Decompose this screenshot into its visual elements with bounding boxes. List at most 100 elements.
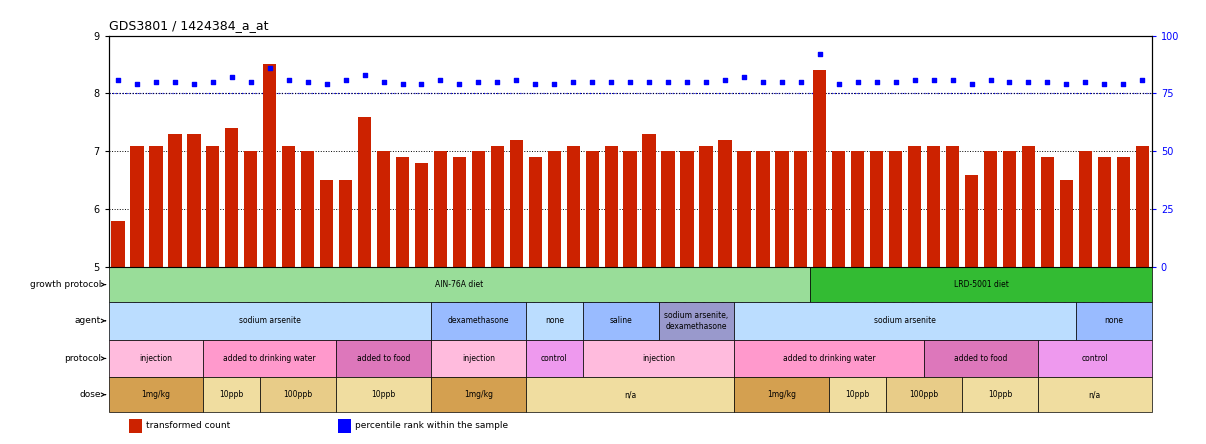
Text: injection: injection: [140, 354, 172, 363]
Point: [431, 76, 450, 83]
Bar: [169, 134, 182, 267]
Text: 100ppb: 100ppb: [909, 390, 938, 399]
Bar: [886, 377, 962, 412]
Point: [1132, 76, 1152, 83]
Point: [279, 76, 298, 83]
Bar: [129, 419, 142, 433]
Bar: [109, 267, 810, 302]
Text: 1mg/kg: 1mg/kg: [767, 390, 796, 399]
Point: [582, 78, 602, 85]
Point: [904, 76, 924, 83]
Bar: [1041, 157, 1054, 267]
Text: none: none: [545, 316, 563, 325]
Bar: [431, 302, 526, 340]
Point: [848, 78, 867, 85]
Bar: [377, 151, 391, 267]
Text: added to drinking water: added to drinking water: [223, 354, 316, 363]
Point: [620, 78, 639, 85]
Bar: [1060, 180, 1073, 267]
Bar: [1078, 151, 1091, 267]
Bar: [813, 70, 826, 267]
Text: sodium arsenite,
dexamethasone: sodium arsenite, dexamethasone: [665, 311, 728, 330]
Point: [203, 78, 222, 85]
Text: 10ppb: 10ppb: [371, 390, 396, 399]
Point: [222, 74, 241, 81]
Bar: [431, 340, 526, 377]
Point: [1037, 78, 1056, 85]
Text: 1mg/kg: 1mg/kg: [464, 390, 493, 399]
Text: GDS3801 / 1424384_a_at: GDS3801 / 1424384_a_at: [109, 19, 268, 32]
Point: [1019, 78, 1038, 85]
Bar: [528, 157, 541, 267]
Bar: [582, 302, 658, 340]
Point: [715, 76, 734, 83]
Bar: [1097, 157, 1111, 267]
Point: [962, 81, 982, 88]
Point: [545, 81, 564, 88]
Point: [1113, 81, 1132, 88]
Bar: [830, 377, 886, 412]
Bar: [984, 151, 997, 267]
Bar: [510, 140, 523, 267]
Text: dexamethasone: dexamethasone: [447, 316, 509, 325]
Point: [260, 64, 280, 71]
Bar: [336, 377, 431, 412]
Bar: [658, 302, 734, 340]
Text: 10ppb: 10ppb: [845, 390, 870, 399]
Bar: [582, 340, 734, 377]
Point: [810, 51, 830, 58]
Point: [678, 78, 697, 85]
Bar: [434, 151, 447, 267]
Text: control: control: [1082, 354, 1108, 363]
Text: n/a: n/a: [624, 390, 637, 399]
Point: [165, 78, 185, 85]
Bar: [109, 302, 431, 340]
Point: [1076, 78, 1095, 85]
Bar: [661, 151, 674, 267]
Text: injection: injection: [642, 354, 675, 363]
Point: [734, 74, 754, 81]
Text: saline: saline: [609, 316, 632, 325]
Bar: [396, 157, 409, 267]
Bar: [1003, 151, 1017, 267]
Bar: [680, 151, 693, 267]
Bar: [624, 151, 637, 267]
Bar: [604, 146, 617, 267]
Point: [754, 78, 773, 85]
Bar: [187, 134, 200, 267]
Point: [602, 78, 621, 85]
Bar: [338, 419, 351, 433]
Point: [943, 76, 962, 83]
Point: [450, 81, 469, 88]
Point: [867, 78, 886, 85]
Point: [563, 78, 582, 85]
Point: [374, 78, 393, 85]
Point: [526, 81, 545, 88]
Text: none: none: [1105, 316, 1123, 325]
Bar: [431, 377, 526, 412]
Bar: [1117, 157, 1130, 267]
Point: [298, 78, 317, 85]
Bar: [946, 146, 959, 267]
Text: dose: dose: [80, 390, 101, 399]
Point: [109, 76, 128, 83]
Bar: [263, 64, 276, 267]
Bar: [567, 146, 580, 267]
Point: [469, 78, 488, 85]
Bar: [889, 151, 902, 267]
Bar: [1038, 340, 1152, 377]
Bar: [226, 128, 239, 267]
Text: LRD-5001 diet: LRD-5001 diet: [954, 280, 1008, 289]
Bar: [810, 267, 1152, 302]
Text: protocol: protocol: [64, 354, 101, 363]
Text: transformed count: transformed count: [146, 421, 230, 430]
Text: injection: injection: [462, 354, 494, 363]
Point: [317, 81, 336, 88]
Bar: [204, 377, 260, 412]
Point: [639, 78, 658, 85]
Point: [830, 81, 849, 88]
Text: 10ppb: 10ppb: [988, 390, 1012, 399]
Point: [336, 76, 356, 83]
Text: added to food: added to food: [357, 354, 410, 363]
Bar: [734, 340, 924, 377]
